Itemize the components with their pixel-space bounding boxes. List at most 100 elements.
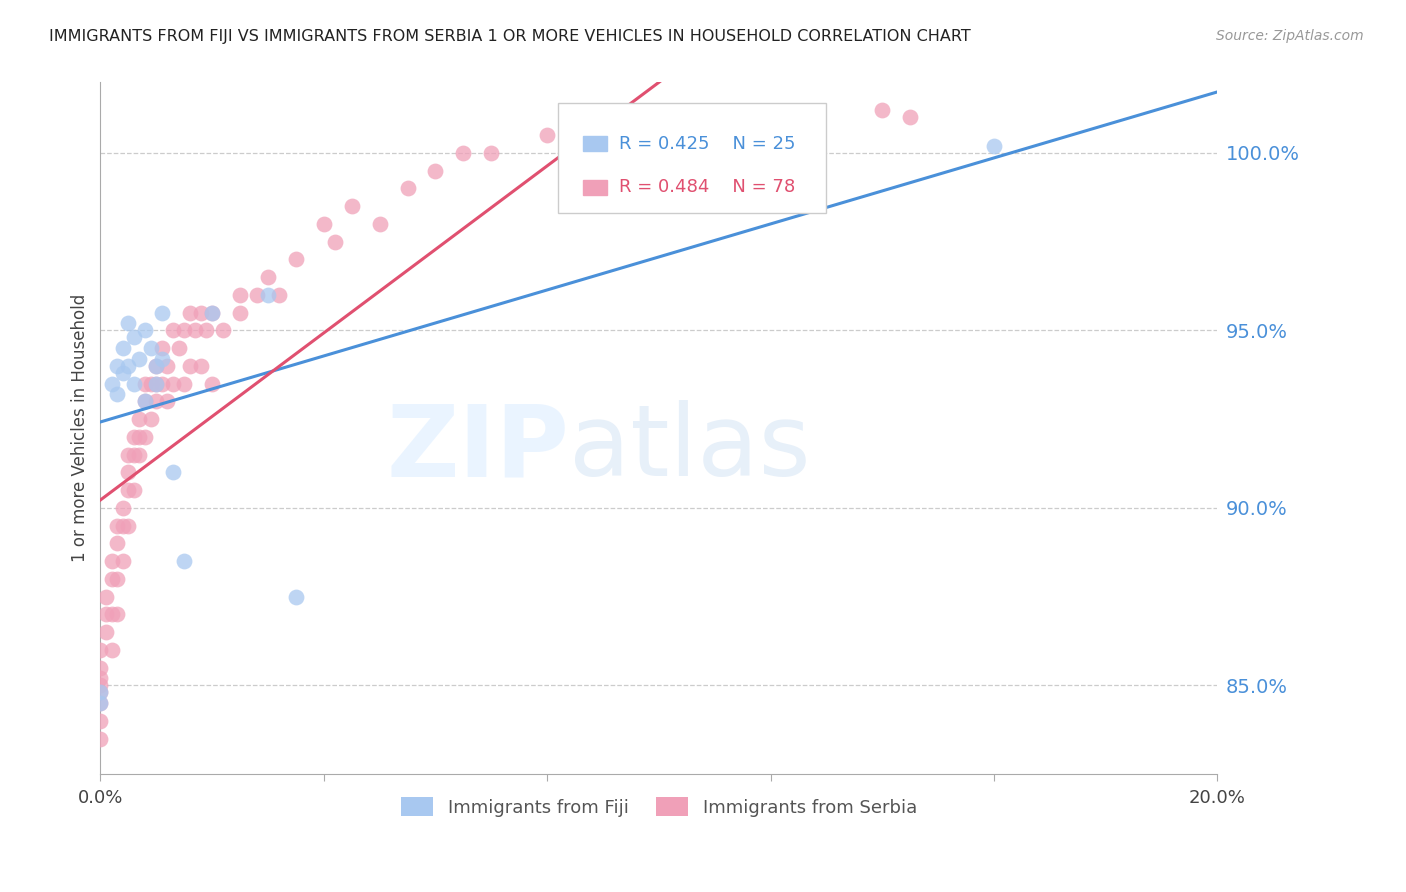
Text: R = 0.484    N = 78: R = 0.484 N = 78 (619, 178, 794, 196)
Point (134, 394, 156, 409)
Point (89, 660, 111, 674)
Point (150, 376, 173, 391)
Point (246, 288, 269, 302)
Point (162, 466, 184, 480)
Point (150, 305, 173, 319)
Point (111, 518, 134, 533)
Point (312, 217, 335, 231)
Point (162, 376, 184, 391)
Point (111, 554, 134, 568)
Point (139, 376, 162, 391)
Point (111, 500, 134, 515)
Text: Source: ZipAtlas.com: Source: ZipAtlas.com (1216, 29, 1364, 43)
Text: ZIP: ZIP (387, 401, 569, 497)
Point (983, 138, 1005, 153)
Point (105, 518, 128, 533)
Text: R = 0.425    N = 25: R = 0.425 N = 25 (619, 135, 796, 153)
Point (190, 359, 212, 373)
Point (128, 412, 150, 426)
Point (105, 607, 128, 622)
Point (89, 731, 111, 746)
Point (156, 394, 179, 409)
Bar (583, 179, 607, 194)
Point (759, 111, 782, 125)
Point (179, 359, 201, 373)
Point (592, 128, 614, 143)
Point (368, 217, 391, 231)
Point (284, 252, 307, 267)
Point (122, 430, 145, 444)
Point (94, 607, 117, 622)
Bar (583, 136, 607, 151)
Point (122, 448, 145, 462)
Point (134, 376, 156, 391)
Point (396, 181, 419, 195)
Point (134, 430, 156, 444)
Point (117, 316, 139, 330)
Point (89, 678, 111, 692)
Point (184, 323, 207, 337)
Point (156, 359, 179, 373)
Point (145, 376, 167, 391)
Point (89, 671, 111, 685)
Point (134, 323, 156, 337)
Point (122, 330, 145, 344)
Point (229, 288, 252, 302)
Point (167, 341, 190, 355)
Point (128, 430, 150, 444)
Point (173, 323, 195, 337)
Point (105, 387, 128, 401)
Point (162, 323, 184, 337)
Point (648, 111, 671, 125)
Point (100, 643, 122, 657)
Point (117, 518, 139, 533)
Point (201, 305, 224, 319)
Point (100, 376, 122, 391)
Point (145, 394, 167, 409)
Point (94, 590, 117, 604)
Point (100, 572, 122, 586)
Point (89, 685, 111, 699)
Point (134, 394, 156, 409)
Point (117, 483, 139, 497)
Point (105, 536, 128, 550)
Point (89, 685, 111, 699)
Point (323, 235, 346, 249)
Point (100, 607, 122, 622)
Point (340, 199, 363, 213)
Point (89, 643, 111, 657)
Text: IMMIGRANTS FROM FIJI VS IMMIGRANTS FROM SERBIA 1 OR MORE VEHICLES IN HOUSEHOLD C: IMMIGRANTS FROM FIJI VS IMMIGRANTS FROM … (49, 29, 972, 44)
Point (257, 288, 280, 302)
Point (89, 714, 111, 728)
Point (150, 351, 173, 366)
Point (173, 554, 195, 568)
Point (145, 359, 167, 373)
Point (94, 625, 117, 640)
Point (870, 103, 893, 118)
Point (201, 376, 224, 391)
Point (89, 696, 111, 710)
Text: atlas: atlas (569, 401, 811, 497)
Point (284, 590, 307, 604)
Point (229, 305, 252, 319)
Point (179, 305, 201, 319)
Point (117, 448, 139, 462)
Point (201, 305, 224, 319)
Point (128, 448, 150, 462)
Point (122, 483, 145, 497)
Point (257, 270, 280, 285)
Point (536, 128, 558, 143)
Point (479, 145, 502, 160)
Point (122, 376, 145, 391)
Point (150, 341, 173, 355)
Legend: Immigrants from Fiji, Immigrants from Serbia: Immigrants from Fiji, Immigrants from Se… (394, 790, 924, 824)
Point (105, 359, 128, 373)
Y-axis label: 1 or more Vehicles in Household: 1 or more Vehicles in Household (72, 293, 89, 562)
Point (117, 359, 139, 373)
Point (212, 323, 235, 337)
Point (139, 412, 162, 426)
Point (111, 366, 134, 380)
Point (139, 341, 162, 355)
Point (105, 572, 128, 586)
Point (145, 376, 167, 391)
